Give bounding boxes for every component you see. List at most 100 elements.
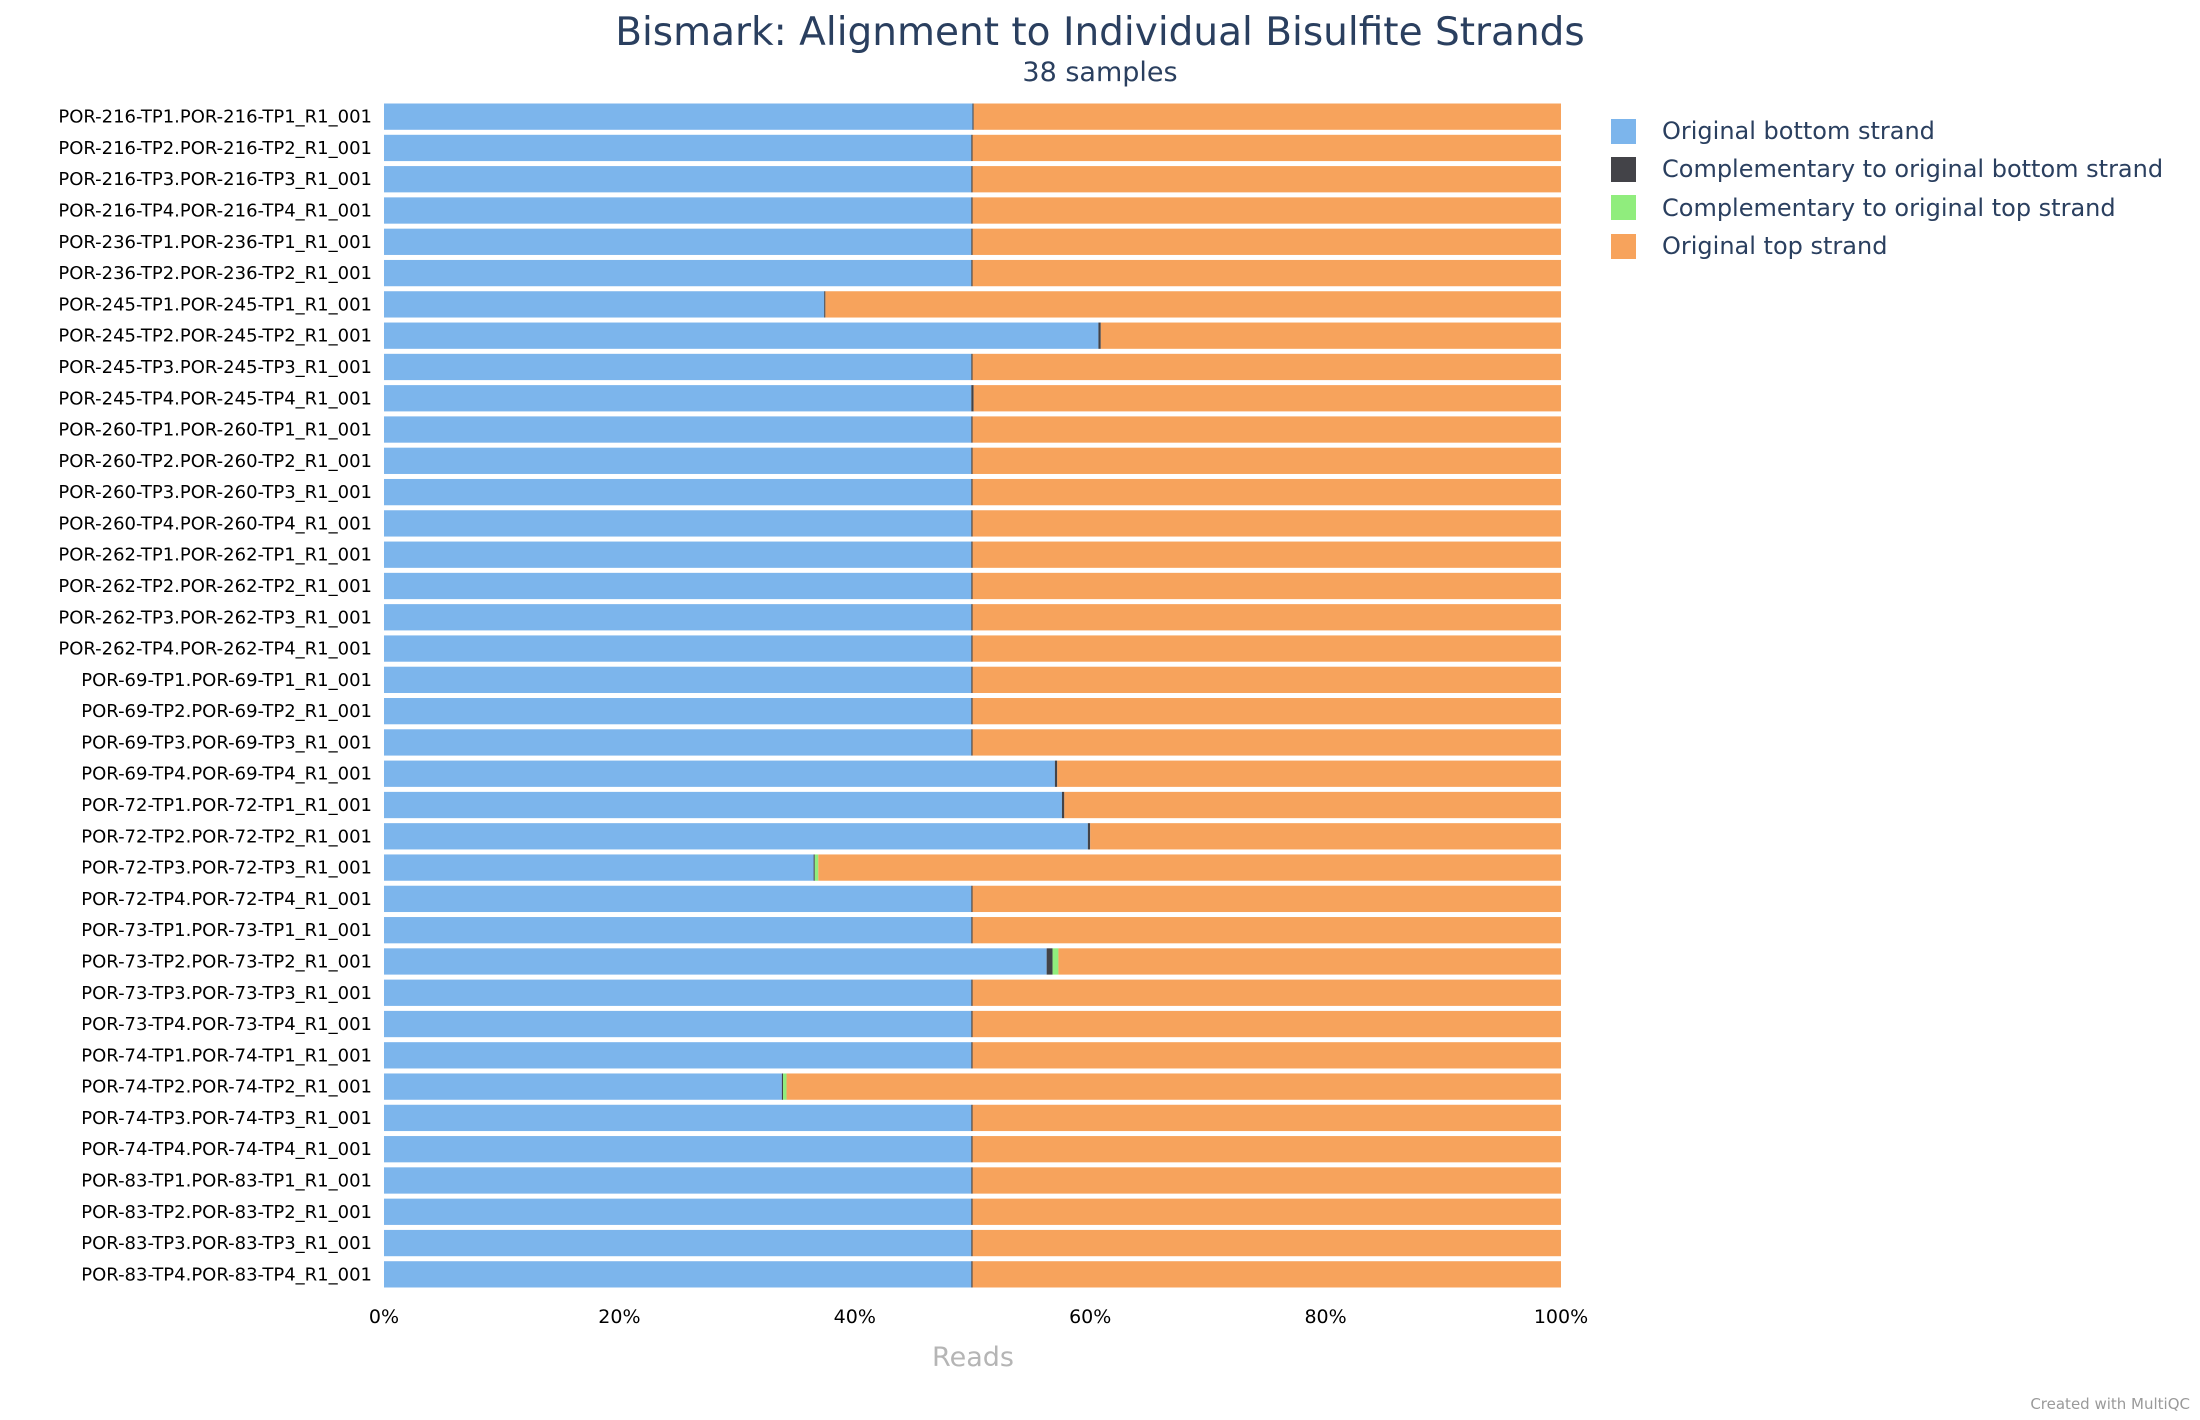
bar-complementary-to-original-bottom-strand-37[interactable] — [971, 1229, 973, 1257]
bar-original-top-strand-3[interactable] — [972, 166, 1562, 193]
bar-complementary-to-original-top-strand-32[interactable] — [783, 1073, 787, 1100]
bar-complementary-to-original-bottom-strand-15[interactable] — [971, 541, 973, 568]
bar-original-bottom-strand-33[interactable] — [384, 1104, 972, 1132]
bar-original-top-strand-29[interactable] — [972, 979, 1562, 1006]
bar-complementary-to-original-bottom-strand-32[interactable] — [781, 1073, 784, 1100]
bar-original-bottom-strand-14[interactable] — [384, 510, 972, 537]
bar-complementary-to-original-bottom-strand-24[interactable] — [1087, 823, 1091, 850]
bar-original-bottom-strand-29[interactable] — [384, 979, 972, 1006]
bar-complementary-to-original-bottom-strand-38[interactable] — [971, 1261, 973, 1288]
bar-original-top-strand-2[interactable] — [972, 134, 1562, 162]
bar-complementary-to-original-bottom-strand-34[interactable] — [971, 1136, 973, 1163]
bar-original-bottom-strand-34[interactable] — [384, 1136, 972, 1163]
bar-original-bottom-strand-9[interactable] — [384, 353, 972, 381]
bar-original-bottom-strand-12[interactable] — [384, 447, 972, 474]
bar-complementary-to-original-bottom-strand-16[interactable] — [971, 572, 973, 600]
bar-original-top-strand-36[interactable] — [972, 1198, 1562, 1225]
bar-original-bottom-strand-5[interactable] — [384, 228, 972, 255]
bar-complementary-to-original-top-strand-28[interactable] — [1052, 948, 1059, 975]
bar-original-bottom-strand-30[interactable] — [384, 1010, 972, 1038]
bar-original-top-strand-23[interactable] — [1064, 791, 1561, 819]
bar-original-top-strand-13[interactable] — [972, 478, 1562, 506]
bar-original-top-strand-35[interactable] — [972, 1167, 1562, 1194]
bar-complementary-to-original-bottom-strand-29[interactable] — [971, 979, 973, 1006]
bar-complementary-to-original-bottom-strand-17[interactable] — [971, 604, 973, 631]
bar-complementary-to-original-bottom-strand-10[interactable] — [971, 385, 974, 412]
bar-complementary-to-original-bottom-strand-11[interactable] — [971, 416, 973, 443]
bar-original-top-strand-15[interactable] — [972, 541, 1562, 568]
bar-original-top-strand-20[interactable] — [972, 698, 1562, 725]
bar-original-bottom-strand-2[interactable] — [384, 134, 972, 162]
bar-original-bottom-strand-10[interactable] — [384, 385, 972, 412]
bar-original-top-strand-6[interactable] — [972, 259, 1562, 287]
bar-complementary-to-original-bottom-strand-31[interactable] — [971, 1042, 973, 1069]
bar-original-bottom-strand-8[interactable] — [384, 322, 1099, 349]
bar-original-bottom-strand-35[interactable] — [384, 1167, 972, 1194]
bar-original-bottom-strand-15[interactable] — [384, 541, 972, 568]
bar-complementary-to-original-bottom-strand-21[interactable] — [971, 729, 973, 756]
bar-complementary-to-original-bottom-strand-1[interactable] — [972, 103, 974, 130]
bar-complementary-to-original-bottom-strand-3[interactable] — [971, 166, 973, 193]
bar-complementary-to-original-bottom-strand-33[interactable] — [971, 1104, 973, 1132]
bar-original-top-strand-28[interactable] — [1058, 948, 1561, 975]
bar-original-top-strand-18[interactable] — [972, 635, 1562, 662]
bar-complementary-to-original-bottom-strand-27[interactable] — [971, 917, 973, 944]
bar-original-top-strand-33[interactable] — [972, 1104, 1562, 1132]
bar-complementary-to-original-bottom-strand-18[interactable] — [971, 635, 973, 662]
legend-item-original-bottom-strand[interactable]: Original bottom strand — [1611, 112, 2163, 150]
bar-complementary-to-original-bottom-strand-26[interactable] — [971, 885, 973, 913]
bar-original-top-strand-12[interactable] — [972, 447, 1562, 474]
bar-original-top-strand-26[interactable] — [972, 885, 1562, 913]
bar-original-bottom-strand-1[interactable] — [384, 103, 973, 130]
bar-complementary-to-original-bottom-strand-30[interactable] — [971, 1010, 973, 1038]
bar-original-top-strand-4[interactable] — [972, 197, 1562, 224]
bar-original-bottom-strand-20[interactable] — [384, 698, 972, 725]
bar-complementary-to-original-bottom-strand-19[interactable] — [971, 666, 973, 693]
bar-original-bottom-strand-7[interactable] — [384, 291, 825, 318]
bar-complementary-to-original-bottom-strand-22[interactable] — [1054, 760, 1058, 787]
bar-original-top-strand-21[interactable] — [972, 729, 1562, 756]
bar-original-top-strand-22[interactable] — [1057, 760, 1561, 787]
bar-original-bottom-strand-22[interactable] — [384, 760, 1055, 787]
bar-complementary-to-original-bottom-strand-8[interactable] — [1098, 322, 1101, 349]
bar-original-bottom-strand-4[interactable] — [384, 197, 972, 224]
bar-complementary-to-original-bottom-strand-2[interactable] — [971, 134, 973, 162]
bar-original-top-strand-9[interactable] — [972, 353, 1562, 381]
bar-original-top-strand-14[interactable] — [972, 510, 1562, 537]
bar-complementary-to-original-bottom-strand-28[interactable] — [1046, 948, 1053, 975]
legend-item-original-top-strand[interactable]: Original top strand — [1611, 227, 2163, 265]
bar-original-top-strand-7[interactable] — [825, 291, 1562, 318]
bar-complementary-to-original-bottom-strand-7[interactable] — [824, 291, 826, 318]
bar-original-top-strand-38[interactable] — [972, 1261, 1562, 1288]
bar-complementary-to-original-bottom-strand-5[interactable] — [971, 228, 973, 255]
bar-complementary-to-original-bottom-strand-9[interactable] — [971, 353, 973, 381]
bar-original-bottom-strand-31[interactable] — [384, 1042, 972, 1069]
bar-original-bottom-strand-18[interactable] — [384, 635, 972, 662]
bar-original-bottom-strand-19[interactable] — [384, 666, 972, 693]
bar-complementary-to-original-bottom-strand-4[interactable] — [971, 197, 973, 224]
bar-original-bottom-strand-38[interactable] — [384, 1261, 972, 1288]
bar-original-top-strand-37[interactable] — [972, 1229, 1562, 1257]
bar-original-bottom-strand-27[interactable] — [384, 917, 972, 944]
bar-original-top-strand-31[interactable] — [972, 1042, 1562, 1069]
bar-complementary-to-original-bottom-strand-13[interactable] — [971, 478, 973, 506]
legend-item-complementary-to-original-bottom-strand[interactable]: Complementary to original bottom strand — [1611, 150, 2163, 188]
bar-original-bottom-strand-6[interactable] — [384, 259, 972, 287]
bar-complementary-to-original-bottom-strand-35[interactable] — [971, 1167, 973, 1194]
bar-complementary-to-original-bottom-strand-36[interactable] — [971, 1198, 973, 1225]
bar-original-bottom-strand-11[interactable] — [384, 416, 972, 443]
bar-original-bottom-strand-17[interactable] — [384, 604, 972, 631]
bar-complementary-to-original-bottom-strand-14[interactable] — [971, 510, 973, 537]
bar-original-bottom-strand-32[interactable] — [384, 1073, 782, 1100]
bar-original-bottom-strand-13[interactable] — [384, 478, 972, 506]
bar-original-top-strand-11[interactable] — [972, 416, 1562, 443]
bar-complementary-to-original-top-strand-25[interactable] — [814, 854, 819, 881]
bar-original-bottom-strand-36[interactable] — [384, 1198, 972, 1225]
bar-original-bottom-strand-28[interactable] — [384, 948, 1047, 975]
bar-original-top-strand-10[interactable] — [973, 385, 1561, 412]
bar-original-top-strand-24[interactable] — [1090, 823, 1561, 850]
bar-original-bottom-strand-24[interactable] — [384, 823, 1088, 850]
bar-original-bottom-strand-23[interactable] — [384, 791, 1062, 819]
bar-complementary-to-original-bottom-strand-20[interactable] — [971, 698, 973, 725]
bar-original-top-strand-19[interactable] — [972, 666, 1562, 693]
